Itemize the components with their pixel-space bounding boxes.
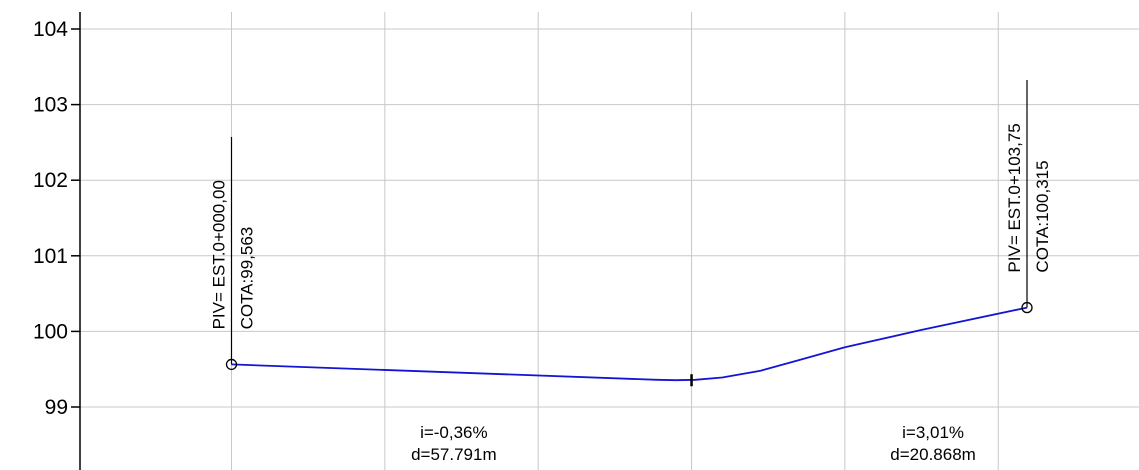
profile-line bbox=[231, 306, 1028, 382]
annotations: PIV= EST.0+000,00 COTA:99,563 PIV= EST.0+1… bbox=[210, 80, 1052, 464]
y-tick-label: 100 bbox=[33, 320, 68, 343]
y-tick-label: 103 bbox=[33, 94, 68, 117]
y-tick-label: 99 bbox=[45, 396, 68, 419]
piv-marker bbox=[225, 358, 238, 371]
y-tick-label: 102 bbox=[33, 169, 68, 192]
y-tick-label: 104 bbox=[33, 18, 68, 41]
grid bbox=[80, 12, 1139, 470]
grade-label: i=-0,36% bbox=[420, 423, 488, 442]
piv-marker bbox=[1021, 301, 1033, 314]
distance-label: d=57.791m bbox=[411, 445, 497, 464]
piv-cota-label: COTA:100,315 bbox=[1033, 160, 1052, 272]
y-tick-label: 101 bbox=[33, 245, 68, 268]
piv-station-label: PIV= EST.0+000,00 bbox=[210, 180, 229, 329]
series bbox=[225, 301, 1033, 387]
distance-label: d=20.868m bbox=[890, 445, 976, 464]
grade-label: i=3,01% bbox=[902, 423, 964, 442]
piv-cota-label: COTA:99,563 bbox=[238, 227, 257, 330]
y-ticks: 99 100 101 102 103 104 bbox=[33, 18, 80, 419]
piv-station-label: PIV= EST.0+103,75 bbox=[1005, 123, 1024, 272]
